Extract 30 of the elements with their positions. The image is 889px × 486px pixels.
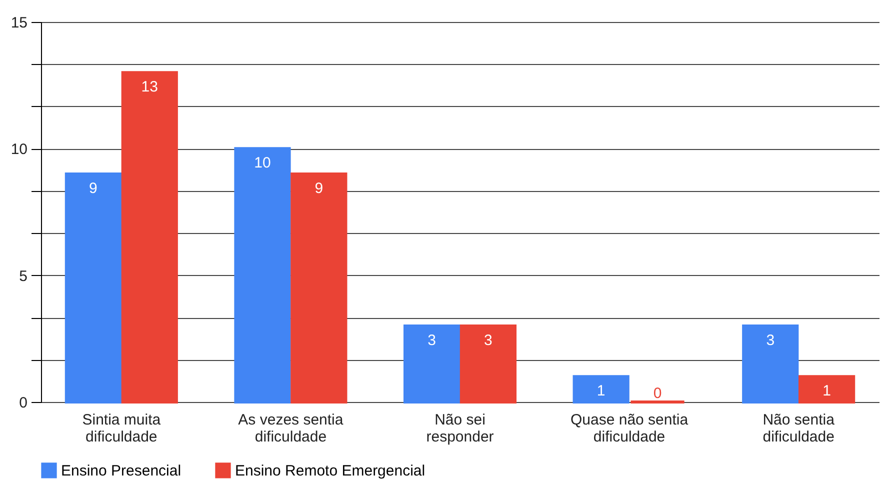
data-label: 0 (653, 385, 662, 402)
data-label: 3 (766, 332, 775, 349)
x-tick-label: As vezes sentia dificuldade (238, 412, 344, 446)
bar (798, 375, 856, 404)
bar (64, 172, 122, 404)
y-tick-label: 0 (19, 394, 28, 412)
data-label: 9 (89, 180, 98, 197)
data-label: 1 (596, 382, 606, 400)
bar (403, 324, 460, 404)
data-label: 13 (141, 78, 158, 96)
legend-label: Ensino Remoto Emergencial (235, 462, 426, 480)
x-tick-label: Não sentia dificuldade (762, 412, 836, 446)
data-label: 3 (428, 332, 436, 349)
bar (290, 172, 348, 404)
y-tick-label: 15 (10, 14, 28, 32)
y-tick-label: 10 (10, 141, 28, 158)
x-tick-label: Não sei responder (426, 412, 494, 446)
bar (742, 324, 799, 404)
data-label: 9 (314, 180, 324, 197)
bar (572, 375, 630, 404)
data-label: 1 (822, 382, 831, 400)
x-tick-label: Quase não sentia dificuldade (570, 412, 689, 446)
bar (234, 147, 291, 404)
bar (460, 324, 517, 404)
x-tick-label: Sintia muita dificuldade (82, 412, 162, 446)
data-label: 3 (484, 332, 492, 349)
y-tick-label: 5 (19, 268, 28, 285)
bar (121, 71, 178, 404)
legend-label: Ensino Presencial (61, 462, 182, 480)
data-label: 10 (254, 154, 271, 172)
